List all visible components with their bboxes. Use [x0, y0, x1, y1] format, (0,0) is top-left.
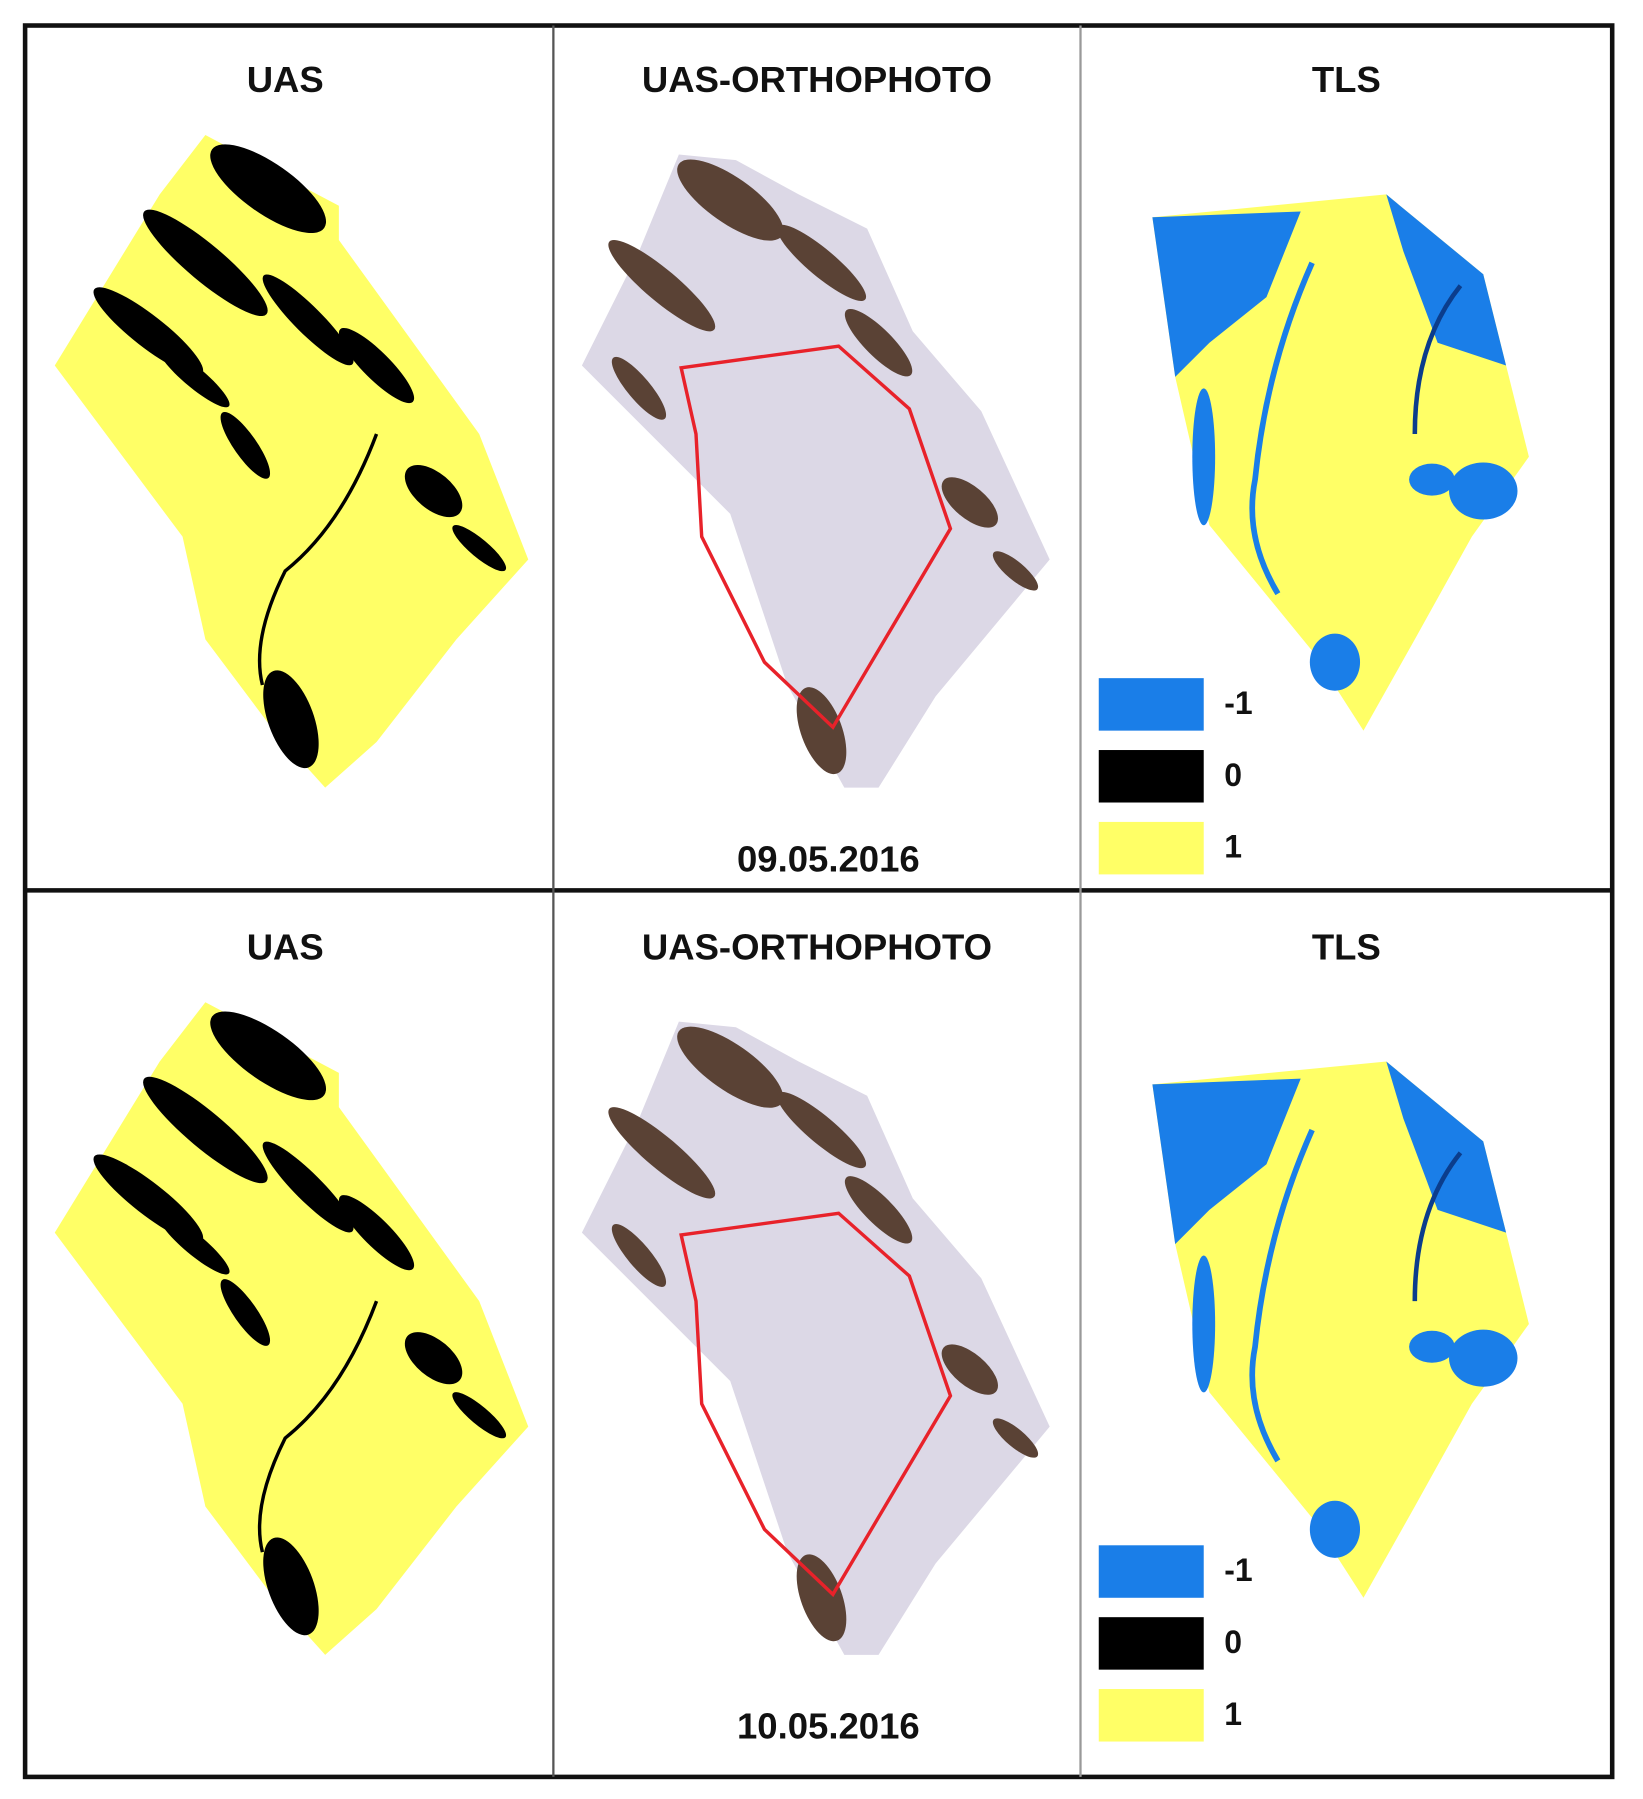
legend-swatch	[1098, 750, 1204, 803]
map-image	[1152, 1062, 1529, 1598]
map-image	[53, 127, 530, 790]
legend-label: 1	[1224, 1696, 1242, 1732]
map-image	[580, 143, 1052, 790]
panel-title: UAS	[247, 59, 324, 100]
panel-title: UAS-ORTHOPHOTO	[642, 926, 992, 967]
legend-label: 1	[1224, 829, 1242, 865]
legend-swatch	[1098, 1617, 1204, 1670]
panel-title: TLS	[1312, 926, 1381, 967]
panel-row: UAS UAS-ORTHOPHOTO TLS 09.05.2016 -1 0 1	[53, 59, 1529, 879]
panel-row: UAS UAS-ORTHOPHOTO TLS 10.05.2016 -1 0 1	[53, 926, 1529, 1747]
legend-swatch	[1098, 1689, 1204, 1742]
map-image	[1152, 194, 1529, 730]
panel-title: UAS-ORTHOPHOTO	[642, 59, 992, 100]
legend-swatch	[1098, 678, 1204, 731]
panel-title: UAS	[247, 926, 324, 967]
panel-title: TLS	[1312, 59, 1381, 100]
legend-label: -1	[1224, 1552, 1252, 1588]
date-label: 09.05.2016	[737, 838, 920, 879]
legend-swatch	[1098, 821, 1204, 875]
outer-border	[22, 23, 1615, 1780]
date-label: 10.05.2016	[737, 1706, 920, 1747]
map-image	[580, 1010, 1052, 1657]
map-image	[53, 994, 530, 1657]
legend-swatch	[1098, 1545, 1204, 1598]
legend-label: 0	[1224, 757, 1242, 793]
legend-label: -1	[1224, 685, 1252, 721]
legend-label: 0	[1224, 1624, 1242, 1660]
